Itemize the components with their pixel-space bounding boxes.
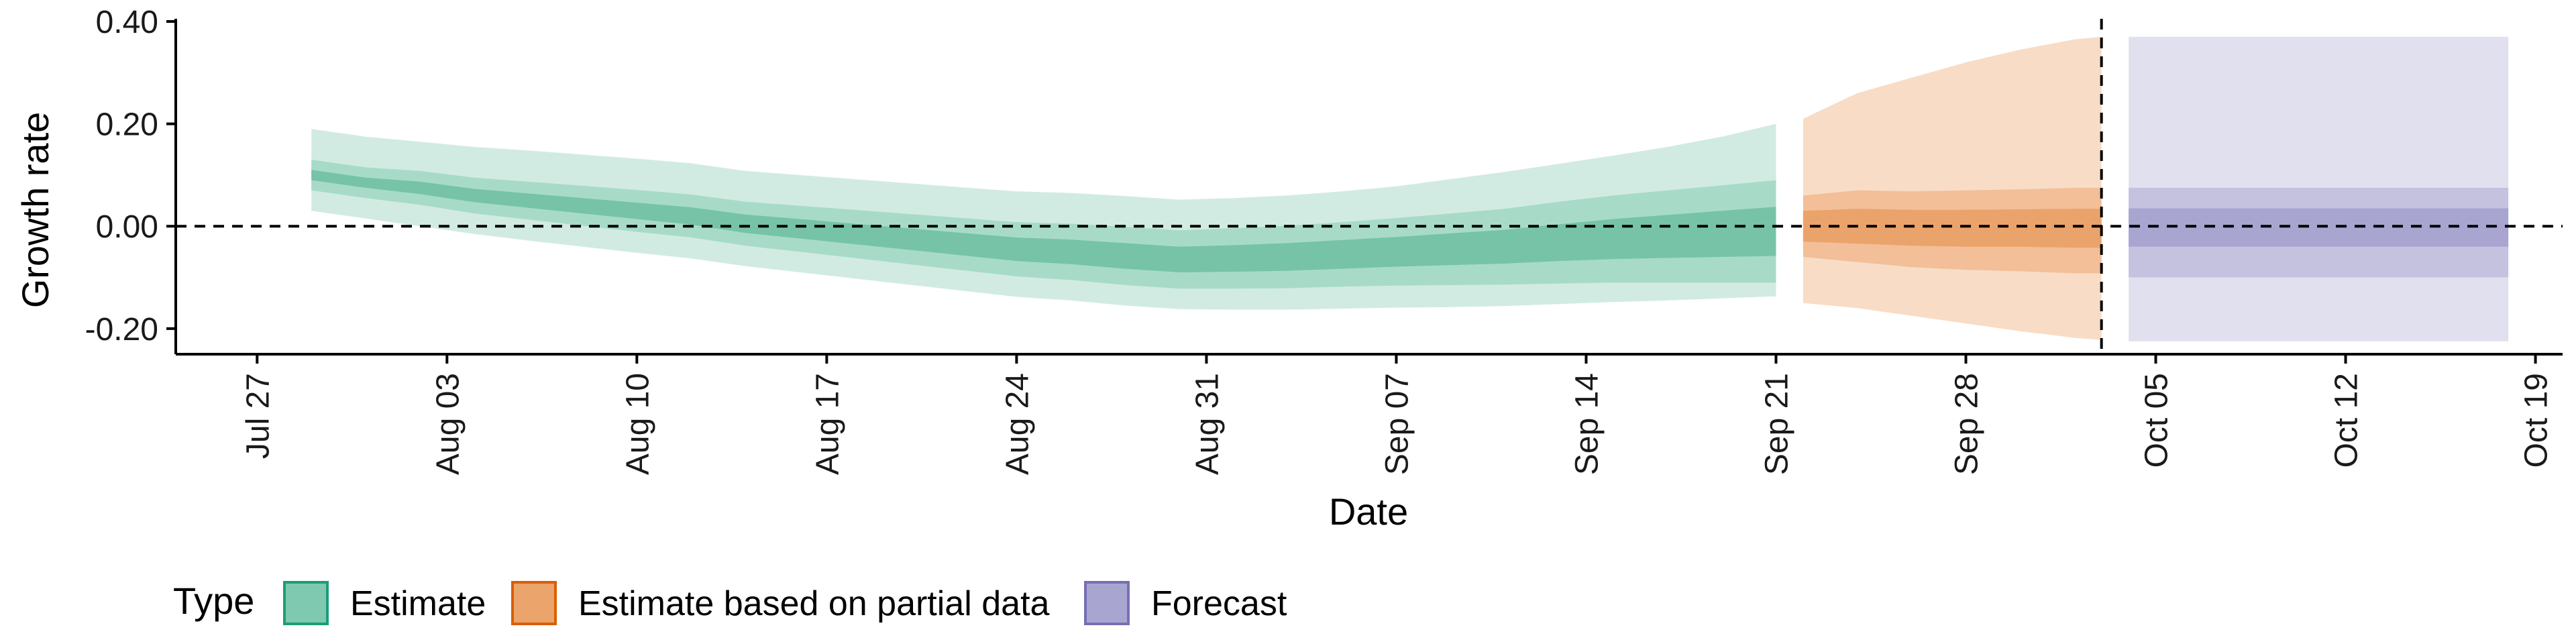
series-0 [311, 123, 1776, 310]
legend-swatch-1 [511, 581, 557, 625]
x-tick-label-10: Oct 05 [2139, 373, 2175, 468]
series-1 [1803, 36, 2102, 340]
x-tick-label-12: Oct 19 [2519, 373, 2555, 468]
band-inner-1 [1803, 209, 2102, 248]
legend: Type Estimate Estimate based on partial d… [173, 580, 1287, 625]
x-tick-label-7: Sep 14 [1569, 373, 1605, 475]
legend-swatch-2 [1084, 581, 1130, 625]
x-tick-label-9: Sep 28 [1949, 373, 1985, 475]
legend-label-2: Forecast [1151, 584, 1287, 623]
y-tick-label-3: 0.40 [96, 5, 158, 40]
legend-title: Type [173, 580, 254, 622]
x-tick-label-5: Aug 31 [1189, 373, 1225, 475]
x-tick-label-0: Jul 27 [240, 373, 276, 459]
x-tick-label-4: Aug 24 [1000, 373, 1035, 475]
x-tick-label-11: Oct 12 [2329, 373, 2365, 468]
x-tick-label-6: Sep 07 [1379, 373, 1415, 475]
band-inner-0 [311, 170, 1776, 272]
legend-swatch-0 [283, 581, 329, 625]
plot-area [176, 19, 2563, 354]
y-tick-label-1: 0.00 [96, 209, 158, 245]
y-axis-title: Growth rate [14, 112, 56, 309]
y-tick-label-2: 0.20 [96, 107, 158, 143]
x-tick-label-2: Aug 10 [620, 373, 655, 475]
x-tick-label-8: Sep 21 [1759, 373, 1794, 475]
y-axis: -0.20 0.00 0.20 0.40 [85, 5, 177, 354]
legend-label-0: Estimate [350, 584, 486, 623]
x-tick-label-1: Aug 03 [430, 373, 466, 475]
legend-label-1: Estimate based on partial data [578, 584, 1050, 623]
series-2 [2129, 36, 2509, 341]
x-axis-title: Date [1329, 490, 1408, 533]
x-axis: Jul 27 Aug 03 Aug 10 Aug 17 Aug 24 Aug 31 Sep … [176, 353, 2563, 475]
y-tick-label-0: -0.20 [85, 312, 158, 347]
x-tick-label-3: Aug 17 [810, 373, 845, 475]
